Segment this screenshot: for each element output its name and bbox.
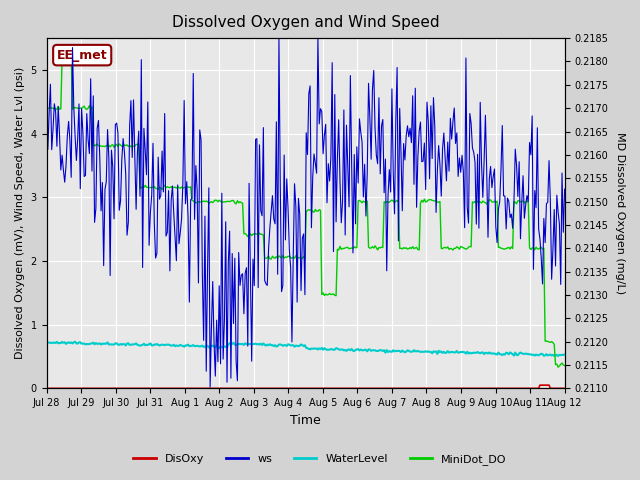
Y-axis label: MD Dissolved Oxygen (mg/L): MD Dissolved Oxygen (mg/L) bbox=[615, 132, 625, 294]
Legend: DisOxy, ws, WaterLevel, MiniDot_DO: DisOxy, ws, WaterLevel, MiniDot_DO bbox=[129, 450, 511, 469]
Title: Dissolved Oxygen and Wind Speed: Dissolved Oxygen and Wind Speed bbox=[172, 15, 440, 30]
Text: EE_met: EE_met bbox=[57, 48, 108, 61]
Y-axis label: Dissolved Oxygen (mV), Wind Speed, Water Lvl (psi): Dissolved Oxygen (mV), Wind Speed, Water… bbox=[15, 67, 25, 360]
X-axis label: Time: Time bbox=[290, 414, 321, 427]
